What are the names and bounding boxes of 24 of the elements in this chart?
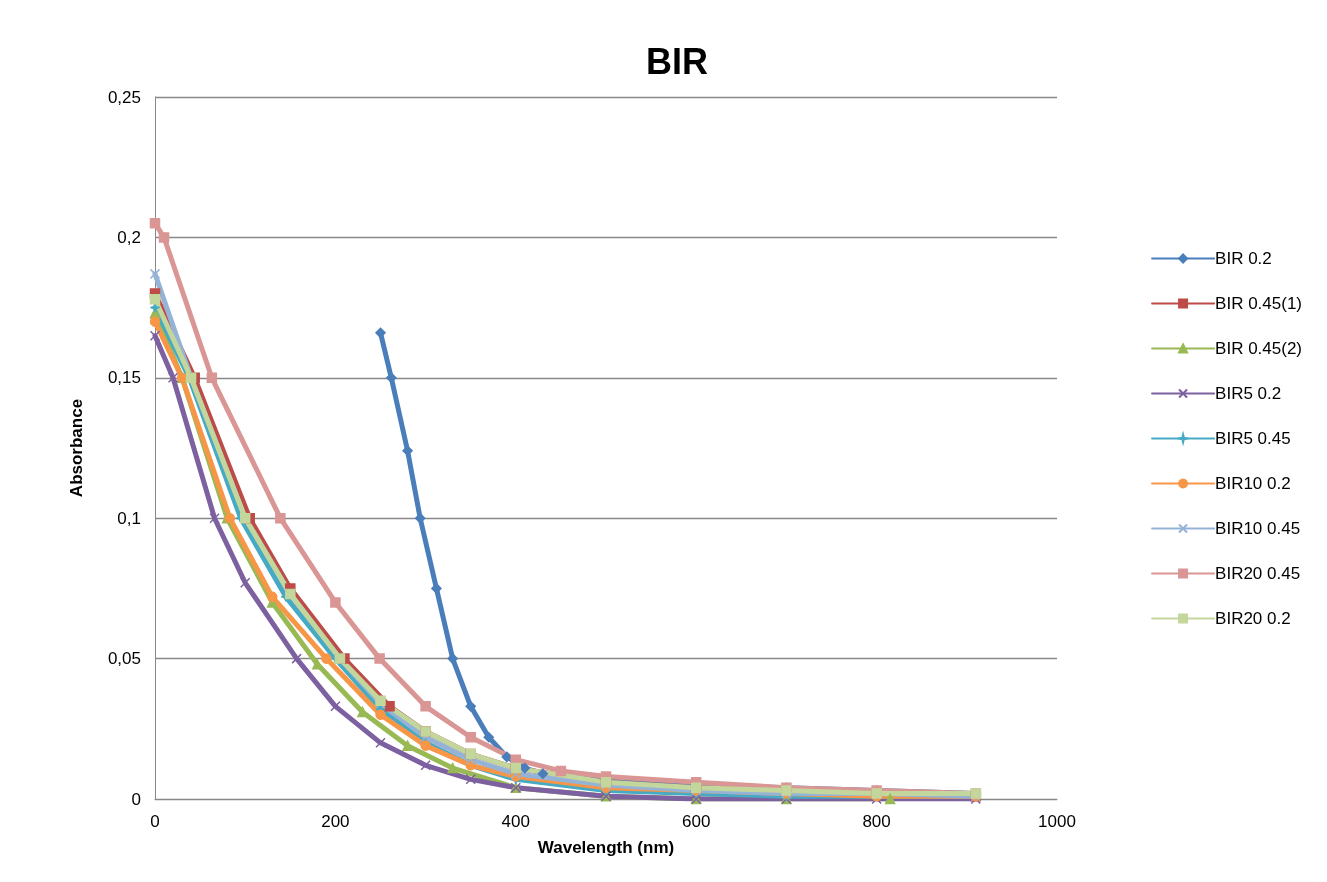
legend-label: BIR5 0.2 — [1215, 384, 1282, 403]
y-tick-label: 0,25 — [107, 87, 141, 107]
y-tick-label: 0,1 — [117, 508, 141, 528]
legend-label: BIR 0.45(2) — [1215, 339, 1303, 358]
x-tick-label: 600 — [682, 812, 711, 831]
legend-label: BIR 0.45(1) — [1215, 294, 1303, 313]
y-tick-label: 0 — [131, 789, 141, 809]
legend-label: BIR10 0.45 — [1215, 519, 1301, 538]
x-tick-label: 800 — [862, 812, 891, 831]
x-tick-label: 400 — [501, 812, 530, 831]
legend-label: BIR10 0.2 — [1215, 474, 1291, 493]
chart-title: BIR — [646, 40, 708, 82]
legend-label: BIR20 0.2 — [1215, 609, 1291, 628]
y-tick-label: 0,2 — [117, 227, 141, 247]
legend-label: BIR5 0.45 — [1215, 429, 1291, 448]
x-tick-label: 200 — [321, 812, 350, 831]
legend-label: BIR20 0.45 — [1215, 564, 1301, 583]
y-tick-label: 0,05 — [107, 649, 141, 669]
y-axis-title: Absorbance — [67, 398, 86, 498]
x-tick-label: 0 — [150, 812, 160, 831]
x-axis-title: Wavelength (nm) — [537, 838, 675, 857]
legend-label: BIR 0.2 — [1215, 249, 1272, 268]
x-tick-label: 1000 — [1038, 812, 1076, 831]
y-tick-label: 0,15 — [107, 368, 141, 388]
